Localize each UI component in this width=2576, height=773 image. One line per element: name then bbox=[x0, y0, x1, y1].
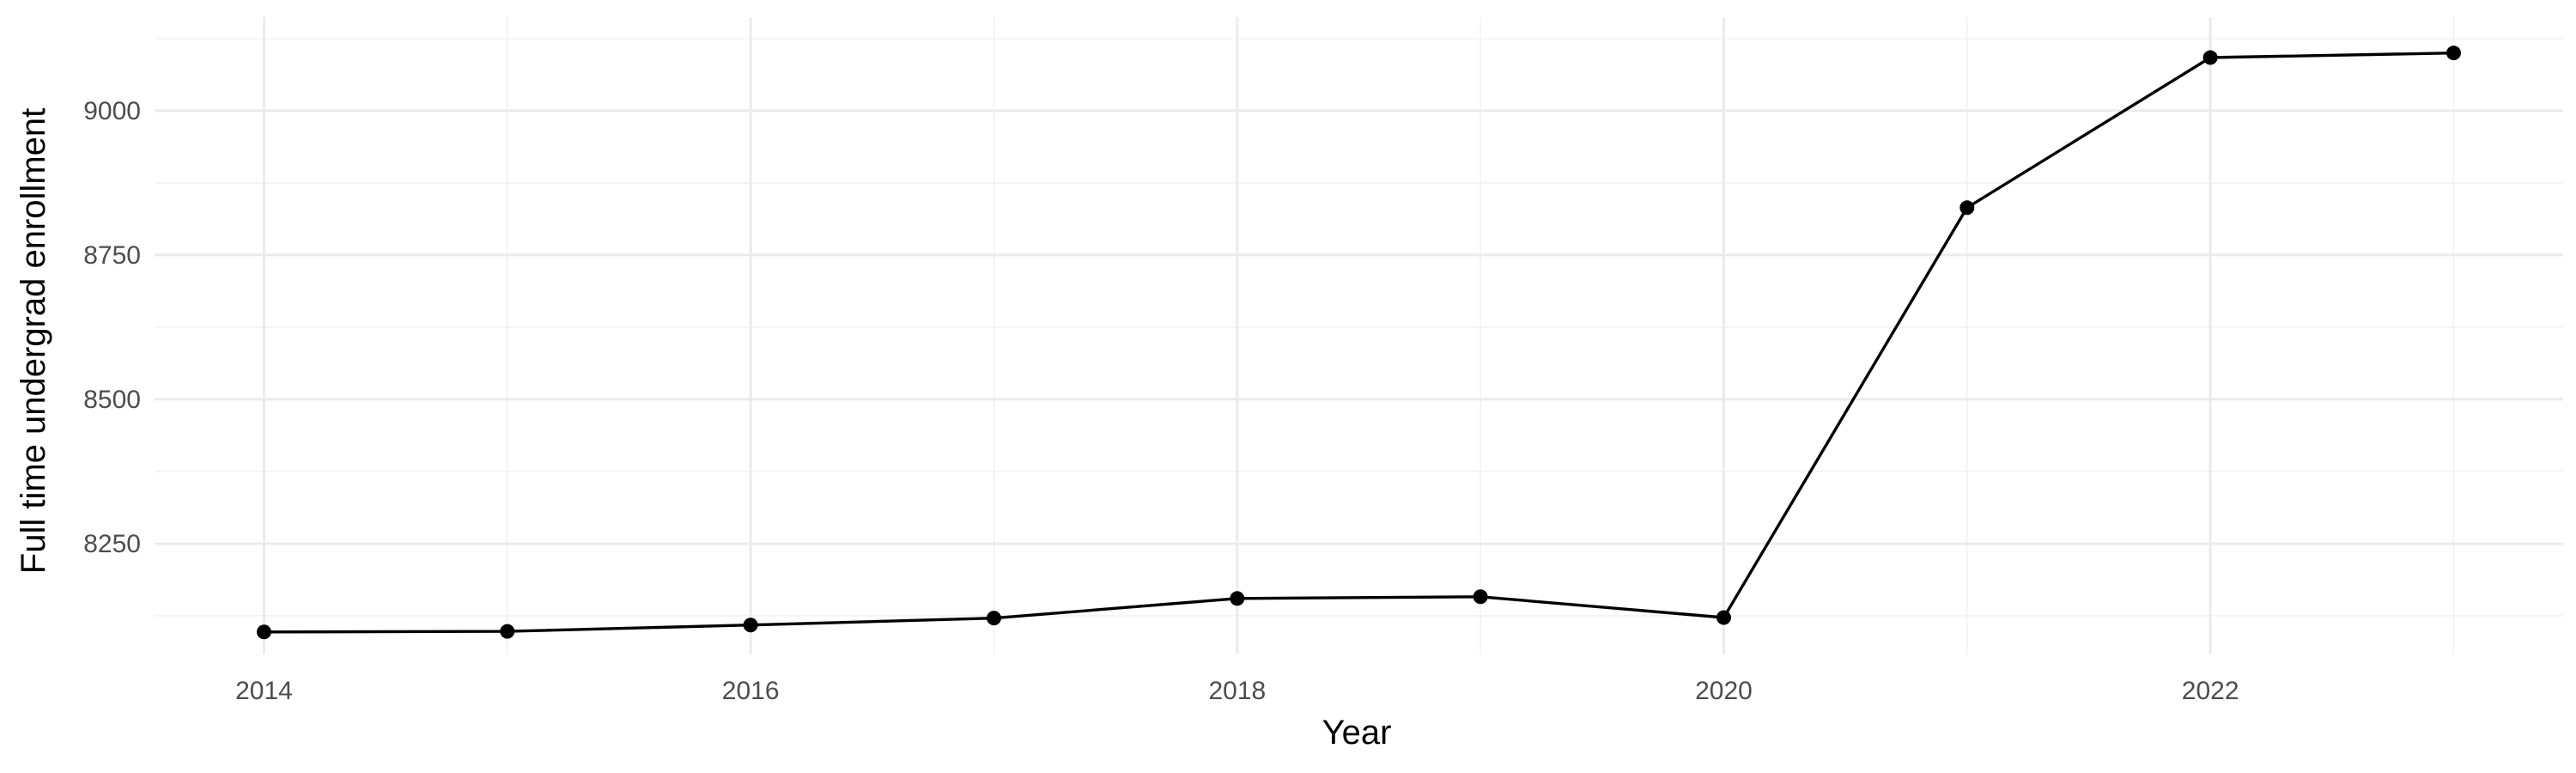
data-point bbox=[500, 624, 515, 639]
x-tick-label: 2016 bbox=[722, 677, 780, 705]
data-point bbox=[1716, 610, 1731, 625]
y-axis-ticks: 8250 8500 8750 9000 bbox=[83, 97, 141, 558]
y-tick-label: 8500 bbox=[83, 386, 141, 414]
data-point bbox=[743, 618, 758, 633]
data-point bbox=[1959, 200, 1975, 216]
data-point bbox=[1230, 591, 1245, 606]
data-point bbox=[987, 611, 1001, 626]
data-point bbox=[1473, 589, 1488, 605]
y-tick-label: 9000 bbox=[83, 97, 141, 125]
data-point bbox=[2446, 46, 2461, 61]
x-axis-title: Year bbox=[1322, 714, 1392, 752]
x-axis-ticks: 2014 2016 2018 2020 2022 bbox=[235, 677, 2239, 705]
x-tick-label: 2018 bbox=[1208, 677, 1266, 705]
x-tick-label: 2020 bbox=[1695, 677, 1753, 705]
data-points bbox=[257, 46, 2461, 640]
series-line bbox=[264, 52, 2454, 634]
y-tick-label: 8750 bbox=[83, 241, 141, 270]
data-point bbox=[2202, 50, 2218, 65]
x-tick-label: 2014 bbox=[235, 677, 293, 705]
grid bbox=[155, 17, 2563, 654]
data-point bbox=[257, 624, 271, 640]
y-tick-label: 8250 bbox=[83, 530, 141, 558]
y-axis-title: Full time undergrad enrollment bbox=[15, 108, 52, 574]
x-tick-label: 2022 bbox=[2182, 677, 2239, 705]
